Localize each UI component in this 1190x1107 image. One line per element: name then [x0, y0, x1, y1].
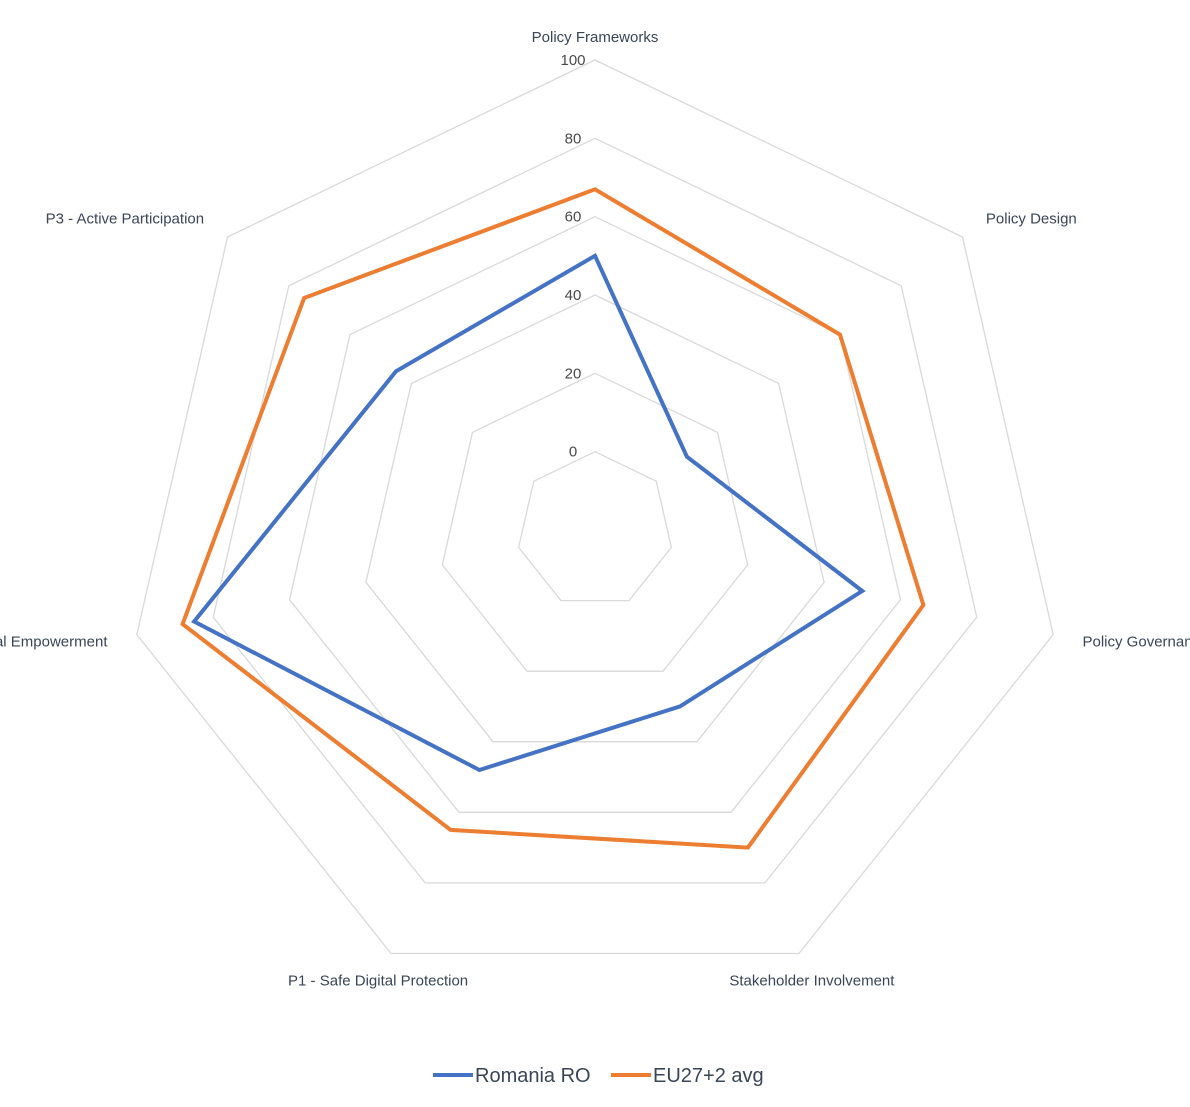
tick-label: 0	[569, 444, 577, 461]
grid-ring-0	[517, 450, 673, 602]
tick-label: 100	[560, 52, 585, 69]
axis-label: P2 - Digital Empowerment	[0, 633, 108, 650]
axis-label: Policy Governance	[1083, 633, 1190, 650]
grid-ring-40	[365, 294, 825, 743]
grid-ring-60	[288, 215, 902, 813]
tick-label: 40	[565, 287, 582, 304]
series-line-eu-avg	[180, 187, 926, 850]
axis-label-layer: Policy Frameworks Policy Design Policy Gov…	[0, 29, 1190, 990]
axis-label: Policy Design	[986, 210, 1077, 227]
grid-layer	[136, 59, 1054, 955]
series-layer	[180, 187, 926, 850]
series-line-romania	[191, 252, 866, 773]
grid-ring-20	[441, 372, 749, 672]
legend: Romania RO EU27+2 avg	[433, 1065, 764, 1087]
axis-label: P3 - Active Participation	[46, 210, 204, 227]
axis-label: Stakeholder Involvement	[729, 973, 895, 990]
axis-label: Policy Frameworks	[532, 29, 659, 46]
tick-label-layer: 0 20 40 60 80 100	[560, 52, 585, 461]
axis-label: P1 - Safe Digital Protection	[288, 973, 468, 990]
tick-label: 60	[565, 209, 582, 226]
legend-label: Romania RO	[475, 1065, 591, 1087]
tick-label: 80	[565, 130, 582, 147]
legend-label: EU27+2 avg	[653, 1065, 764, 1087]
grid-ring-80	[212, 137, 978, 884]
tick-label: 20	[565, 365, 582, 382]
grid-ring-100	[136, 59, 1054, 955]
